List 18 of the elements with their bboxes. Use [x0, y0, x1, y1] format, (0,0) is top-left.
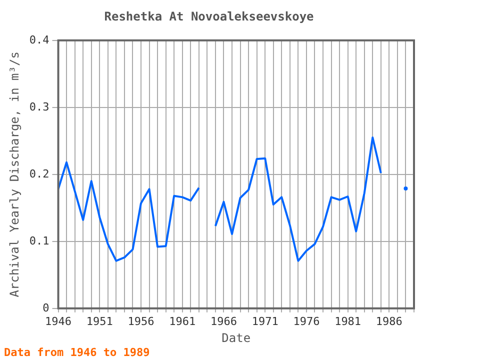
y-tick-label: 0 [42, 301, 50, 314]
x-axis-title: Date [222, 330, 251, 345]
x-tick-label: 1981 [334, 314, 362, 328]
x-tick-label: 1966 [210, 314, 237, 328]
y-axis-title: Archival Yearly Discharge, in m³/s [7, 52, 22, 298]
chart-title: Reshetka At Novoalekseevskoye [104, 9, 314, 24]
y-tick-label: 0.2 [29, 167, 50, 180]
y-tick-label: 0.1 [29, 234, 50, 248]
x-tick-label: 1976 [293, 314, 320, 328]
y-tick-label: 0.4 [29, 33, 50, 46]
x-tick-label: 1971 [252, 314, 278, 328]
x-tick-label: 1961 [169, 314, 196, 328]
x-tick-label: 1946 [45, 314, 72, 328]
x-tick-label: 1956 [128, 314, 154, 328]
x-tick-label: 1986 [376, 314, 402, 328]
y-tick-label: 0.3 [29, 100, 50, 114]
x-tick-label: 1951 [86, 314, 113, 328]
text: Data from 1946 to 1989 [4, 346, 150, 359]
